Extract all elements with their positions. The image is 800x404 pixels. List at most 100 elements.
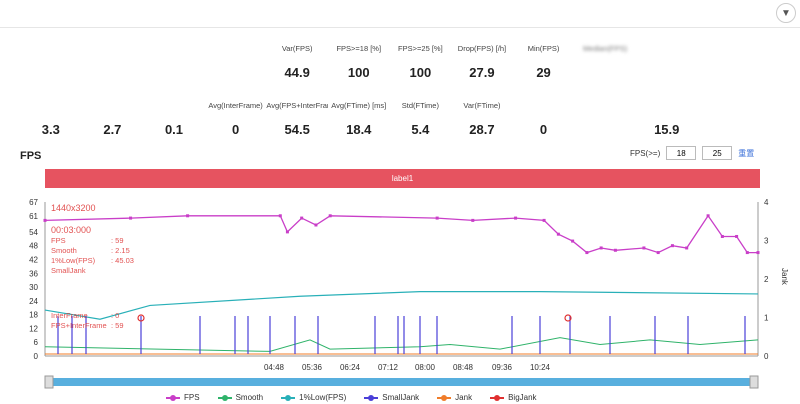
y-left-tick-label: 54: [29, 228, 38, 237]
metric-label: [574, 101, 636, 113]
tooltip-row: Smooth: 2.15: [51, 246, 134, 256]
tooltip-row: SmallJank: [51, 266, 134, 276]
metric-label: Avg(FTime) [ms]: [331, 101, 387, 110]
legend-label: 1%Low(FPS): [299, 393, 347, 402]
legend-swatch-icon: [490, 394, 505, 401]
y-right-tick-label: 0: [764, 352, 769, 361]
metric-label: Avg(InterFrame): [208, 101, 263, 110]
y-left-tick-label: 42: [29, 255, 38, 264]
y-left-tick-label: 0: [34, 352, 39, 361]
metric-metrics_row2-1: 2.7: [82, 101, 144, 138]
metric-metrics_row2-10: 15.9: [636, 101, 698, 138]
zoom-handle-right: [749, 375, 759, 389]
metric-label: [20, 44, 82, 56]
tooltip-row: FPS: 59: [51, 236, 134, 246]
fps-point: [43, 218, 47, 222]
legend-item-bigjank[interactable]: BigJank: [490, 393, 537, 402]
fps-point: [613, 248, 617, 252]
x-tick-label: 08:00: [415, 363, 436, 372]
fps-point: [285, 230, 289, 234]
tooltip-row: 1%Low(FPS): 45.03: [51, 256, 134, 266]
fps-point: [435, 216, 439, 220]
chart-legend: FPS Smooth 1%Low(FPS) SmallJank Jank BigJank: [166, 393, 537, 402]
metric-metrics_row1-11: [698, 44, 760, 81]
metric-value: 3.3: [41, 122, 60, 137]
y-left-tick-label: 30: [29, 283, 38, 292]
fps-point: [514, 216, 518, 220]
metric-label: [82, 101, 144, 113]
label-banner[interactable]: label1: [45, 169, 760, 188]
legend-item-fps[interactable]: FPS: [166, 393, 200, 402]
legend-label: Jank: [455, 393, 473, 402]
tooltip-value: : 59: [111, 321, 124, 330]
fps-point: [735, 234, 739, 238]
fps-point: [642, 246, 646, 250]
x-tick-label: 08:48: [453, 363, 474, 372]
metric-metrics_row2-7: Var(FTime) 28.7: [451, 101, 513, 138]
metric-label: FPS>=18 [%]: [336, 44, 382, 53]
metric-value: 44.9: [284, 65, 310, 80]
metric-value: 29: [536, 65, 551, 80]
tooltip-value: : 59: [111, 236, 124, 245]
legend-label: BigJank: [508, 393, 537, 402]
metric-metrics_row1-0: [20, 44, 82, 81]
fps-point: [571, 239, 575, 243]
metric-label: [636, 101, 698, 113]
fps-point: [278, 214, 282, 218]
tooltip-resolution: 1440x3200: [51, 203, 96, 213]
metric-label: Avg(FPS+InterFrame): [266, 101, 328, 110]
fps-point: [186, 214, 190, 218]
tooltip-key: SmallJank: [51, 266, 86, 275]
x-tick-label: 04:48: [264, 363, 285, 372]
tooltip-time: 00:03:000: [51, 225, 92, 235]
y-left-tick-label: 67: [29, 198, 38, 207]
metric-metrics_row1-5: FPS>=18 [%] 100: [328, 44, 390, 81]
legend-label: SmallJank: [382, 393, 420, 402]
metric-label: [20, 101, 82, 113]
metric-metrics_row2-3: Avg(InterFrame) 0: [205, 101, 267, 138]
metric-label: [143, 44, 205, 56]
chart-tooltip-lower: InterFrame: 0 FPS+InterFrame: 59: [51, 311, 124, 331]
metric-label: [698, 44, 760, 56]
y-left-tick-label: 18: [29, 311, 38, 320]
y-left-tick-label: 24: [29, 297, 38, 306]
zoom-slider-bar: [47, 378, 756, 386]
y-left-tick-label: 12: [29, 324, 38, 333]
metric-metrics_row2-8: 0: [513, 101, 575, 138]
x-tick-label: 10:24: [530, 363, 551, 372]
y-right-tick-label: 1: [764, 314, 769, 323]
metric-metrics_row2-0: 3.3: [20, 101, 82, 138]
fps-point: [328, 214, 332, 218]
fps-point: [300, 216, 304, 220]
fps-point: [706, 214, 710, 218]
y-right-tick-label: 4: [764, 198, 769, 207]
dropdown-toggle[interactable]: ▼: [776, 3, 796, 23]
metric-metrics_row1-7: Drop(FPS) [/h] 27.9: [451, 44, 513, 81]
legend-item-smalljank[interactable]: SmallJank: [364, 393, 419, 402]
metric-value: 28.7: [469, 122, 495, 137]
metrics-row-2: 3.3 2.7 0.1 Avg(InterFrame) 0 Avg(FPS+InterFr…: [20, 101, 760, 138]
legend-item-smooth[interactable]: Smooth: [217, 393, 263, 402]
y-left-tick-label: 36: [29, 269, 38, 278]
legend-item-1-low-fps-[interactable]: 1%Low(FPS): [281, 393, 346, 402]
fps-series-line: [44, 214, 758, 254]
fps-point: [471, 218, 475, 222]
legend-swatch-icon: [217, 394, 232, 401]
x-tick-label: 07:12: [378, 363, 399, 372]
metric-metrics_row1-2: [143, 44, 205, 81]
metric-value: [82, 65, 144, 81]
metric-value: [143, 65, 205, 81]
section-title: FPS: [20, 150, 42, 162]
fps-point: [585, 251, 589, 255]
tooltip-value: : 2.15: [111, 246, 130, 255]
reset-button[interactable]: 重置: [738, 148, 755, 158]
y-left-tick-label: 48: [29, 242, 38, 251]
metric-value: [636, 65, 698, 81]
tooltip-key: 1%Low(FPS): [51, 256, 96, 265]
fps-threshold-low-input[interactable]: [666, 146, 697, 160]
metric-value: [20, 65, 82, 81]
zoom-handle-left: [44, 375, 54, 389]
legend-item-jank[interactable]: Jank: [437, 393, 472, 402]
fps-threshold-high-input[interactable]: [702, 146, 733, 160]
